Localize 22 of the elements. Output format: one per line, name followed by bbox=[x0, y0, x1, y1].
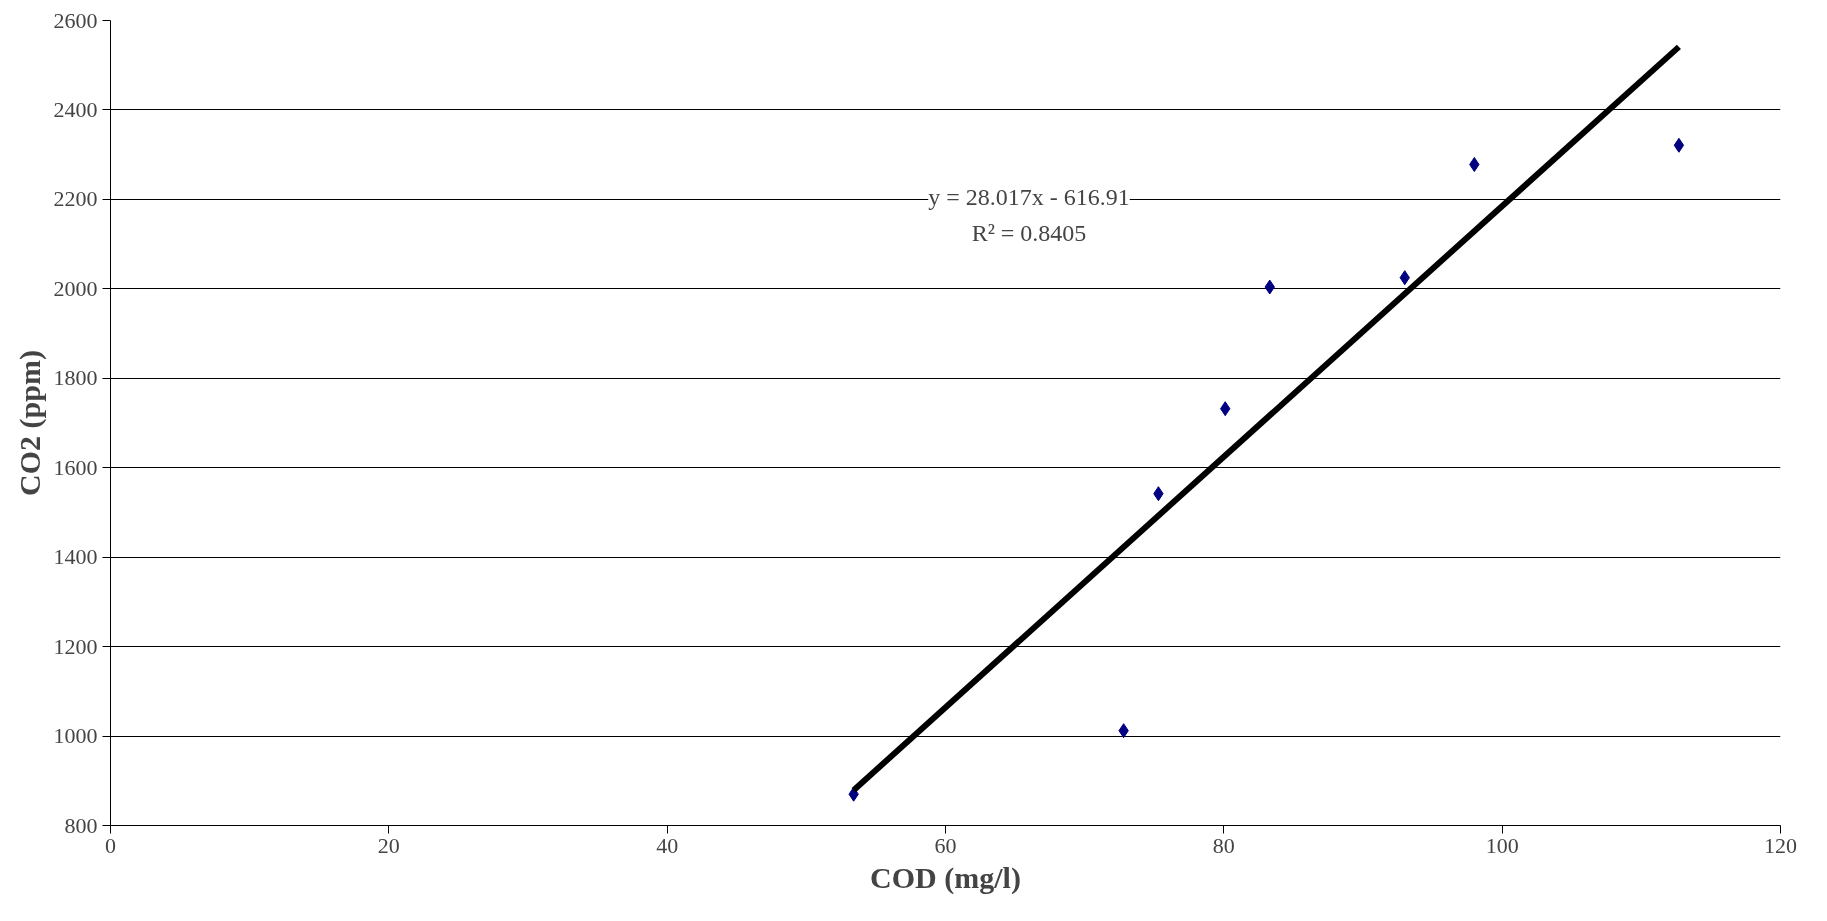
x-tick-label: 100 bbox=[1485, 832, 1519, 858]
point bbox=[1673, 137, 1685, 153]
x-tick-label: 20 bbox=[377, 832, 400, 858]
annotation: R² = 0.8405 bbox=[971, 219, 1087, 246]
x-tick-label: 120 bbox=[1764, 832, 1797, 858]
y-tick-label: 800 bbox=[64, 812, 98, 838]
y-tick-label: 1800 bbox=[53, 365, 98, 391]
x-tick-label: 40 bbox=[656, 832, 679, 858]
y-tick-label: 2600 bbox=[53, 7, 98, 33]
y-tick-label: 2400 bbox=[53, 96, 98, 122]
y-tick-label: 2000 bbox=[53, 275, 98, 301]
annotation: y = 28.017x - 616.91 bbox=[928, 183, 1130, 210]
x-axis-title: COD (mg/l) bbox=[870, 860, 1021, 895]
x-tick-label: 0 bbox=[105, 832, 116, 858]
y-tick-label: 1600 bbox=[53, 454, 98, 480]
x-tick-label: 60 bbox=[934, 832, 957, 858]
y-tick-label: 2200 bbox=[53, 186, 98, 212]
y-tick-label: 1400 bbox=[53, 544, 98, 570]
y-axis-title: CO2 (ppm) bbox=[12, 350, 47, 496]
y-tick-label: 1200 bbox=[53, 633, 98, 659]
y-tick-label: 1000 bbox=[53, 723, 98, 749]
x-tick-label: 80 bbox=[1212, 832, 1235, 858]
